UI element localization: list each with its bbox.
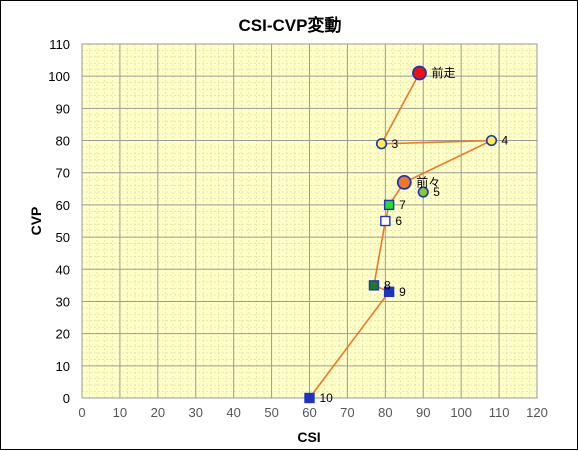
data-label: 4 [502, 134, 509, 148]
grid-minor [82, 44, 537, 398]
data-label: 6 [395, 214, 402, 228]
x-tick-label: 80 [378, 405, 392, 420]
x-tick-label: 40 [226, 405, 240, 420]
data-point [383, 199, 395, 211]
y-tick-label: 40 [56, 262, 70, 277]
data-label: 前々 [416, 174, 440, 189]
x-tick-labels: 0 10 20 30 40 50 60 70 80 90 100 110 120 [78, 405, 547, 420]
x-tick-label: 50 [264, 405, 278, 420]
data-point [417, 186, 429, 198]
markers [304, 65, 498, 404]
y-tick-label: 90 [56, 101, 70, 116]
x-tick-label: 60 [302, 405, 316, 420]
y-tick-label: 100 [48, 69, 70, 84]
data-point [375, 138, 388, 150]
x-tick-label: 20 [151, 405, 165, 420]
x-tick-label: 30 [189, 405, 203, 420]
y-tick-label: 30 [56, 294, 70, 309]
data-point [368, 280, 380, 291]
y-tick-label: 70 [56, 166, 70, 181]
data-point [485, 134, 498, 147]
data-point [412, 65, 427, 81]
y-tick-label: 20 [56, 327, 70, 342]
x-tick-label: 90 [416, 405, 430, 420]
y-tick-label: 60 [56, 198, 70, 213]
data-label: 10 [320, 391, 334, 405]
x-tick-label: 70 [340, 405, 354, 420]
x-tick-label: 120 [526, 405, 548, 420]
data-point [304, 392, 315, 404]
data-label: 8 [384, 278, 391, 292]
x-axis-label: CSI [297, 429, 320, 445]
y-tick-label: 0 [63, 391, 70, 406]
data-label: 3 [392, 137, 399, 151]
point-labels: 前走 3 4 前々5 7 6 8 9 10 [320, 65, 509, 405]
x-tick-label: 110 [489, 405, 510, 420]
data-label: 9 [399, 285, 406, 299]
chart-title: CSI-CVP変動 [239, 15, 342, 35]
y-tick-label: 110 [49, 37, 70, 52]
data-label: 7 [399, 198, 406, 212]
data-label: 5 [433, 185, 440, 199]
y-axis-label: CVP [28, 207, 44, 236]
y-tick-labels: 0 10 20 30 40 50 60 70 80 90 100 110 [48, 37, 70, 406]
x-tick-label: 100 [450, 405, 472, 420]
data-label: 前走 [431, 65, 455, 80]
y-tick-label: 50 [56, 230, 70, 245]
x-tick-label: 0 [78, 405, 85, 420]
x-tick-label: 10 [113, 405, 127, 420]
data-point [383, 286, 395, 297]
data-point [396, 174, 412, 190]
y-tick-label: 80 [56, 134, 70, 149]
data-point [380, 215, 391, 227]
y-tick-label: 10 [56, 359, 70, 374]
